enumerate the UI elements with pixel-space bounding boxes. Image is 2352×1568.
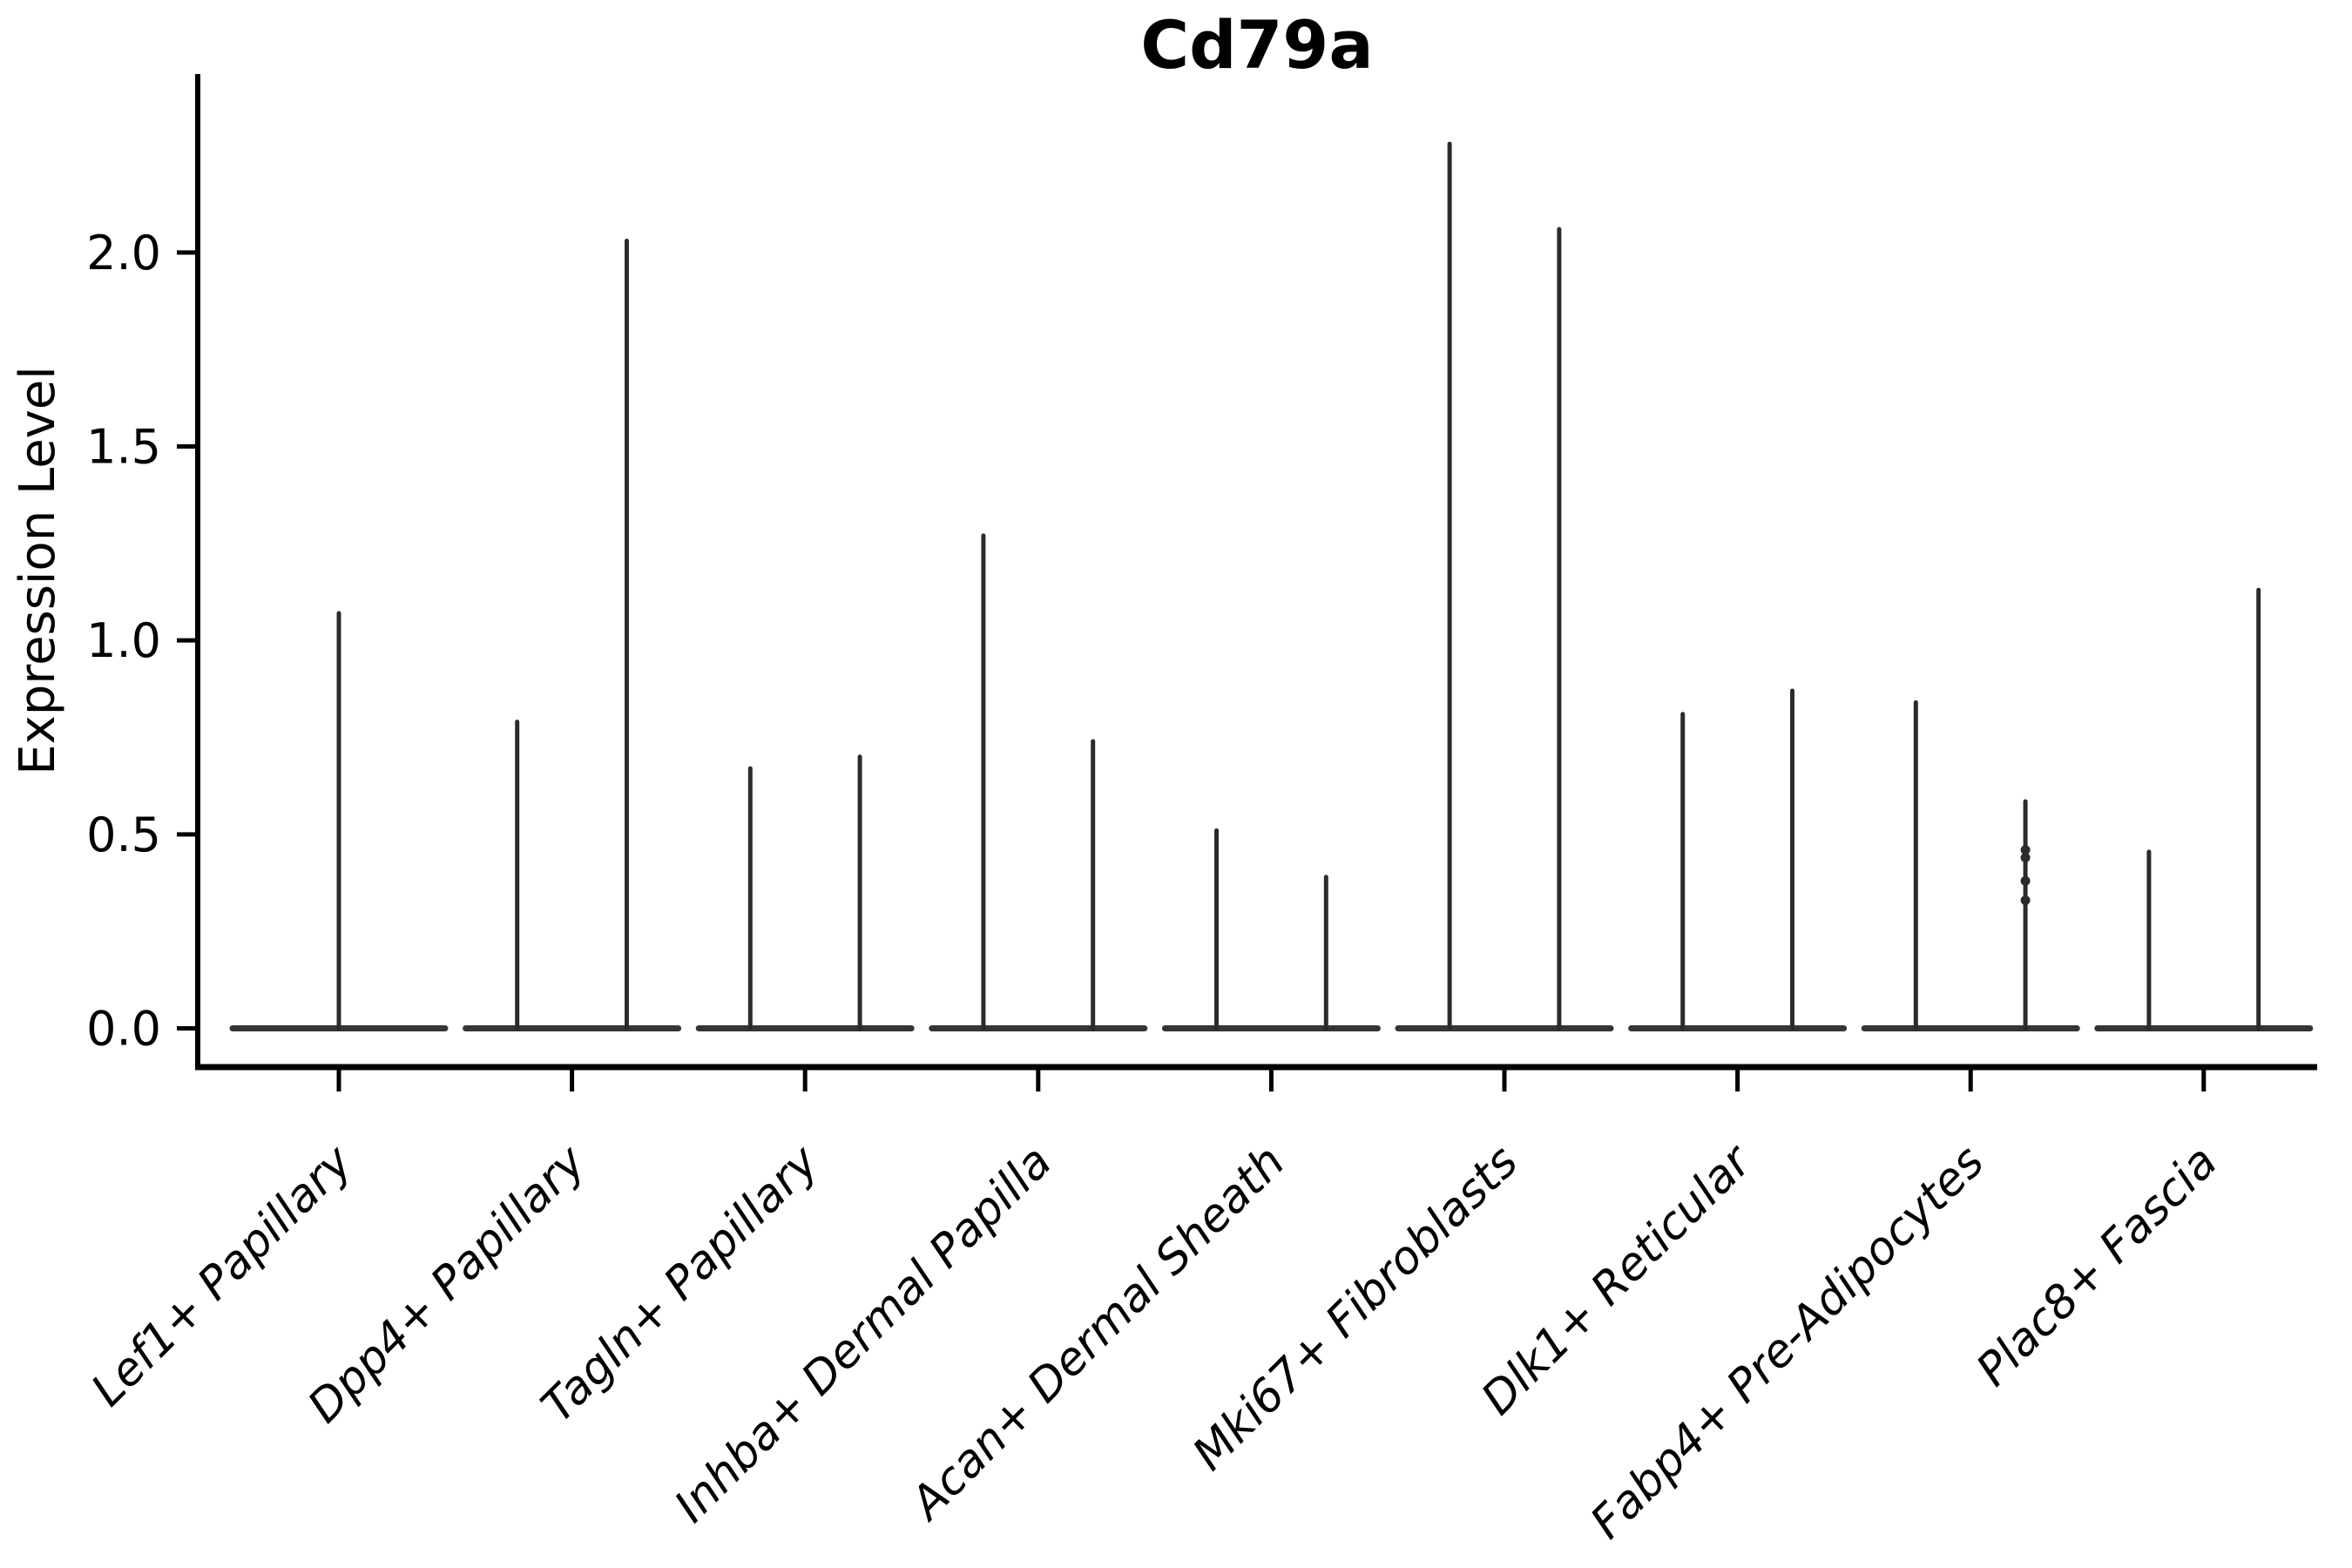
- expression-dot: [2020, 896, 2031, 906]
- violin-group: [695, 754, 915, 1031]
- y-tick-label: 2.0: [86, 226, 161, 280]
- x-tick-label: Fabp4+ Pre-Adipocytes: [1581, 1136, 1995, 1550]
- x-tick-label: Plac8+ Fascia: [1967, 1136, 2227, 1396]
- expression-dot: [2020, 875, 2031, 886]
- violin-group: [463, 238, 682, 1031]
- x-tick-label: Acan+ Dermal Sheath: [900, 1136, 1295, 1531]
- violins: [229, 141, 2314, 1031]
- violin-group: [1161, 828, 1381, 1031]
- y-axis-label: Expression Level: [10, 366, 66, 775]
- violin-group: [229, 611, 449, 1031]
- violin-group: [1395, 141, 1614, 1031]
- violin-group: [2094, 587, 2314, 1031]
- y-tick-label: 0.5: [86, 808, 161, 862]
- y-tick-label: 0.0: [86, 1001, 161, 1056]
- axes-spines: [195, 74, 2317, 1071]
- violin-group: [1628, 688, 1848, 1031]
- y-tick-label: 1.0: [86, 613, 161, 668]
- expression-dot: [2020, 853, 2031, 863]
- x-tick-label: Inhba+ Dermal Papilla: [665, 1136, 1062, 1533]
- expression-dot: [2020, 845, 2031, 855]
- chart-title: Cd79a: [1140, 6, 1373, 84]
- violin-group: [1861, 700, 2080, 1031]
- y-tick-label: 1.5: [86, 420, 161, 475]
- violin-group: [929, 533, 1148, 1031]
